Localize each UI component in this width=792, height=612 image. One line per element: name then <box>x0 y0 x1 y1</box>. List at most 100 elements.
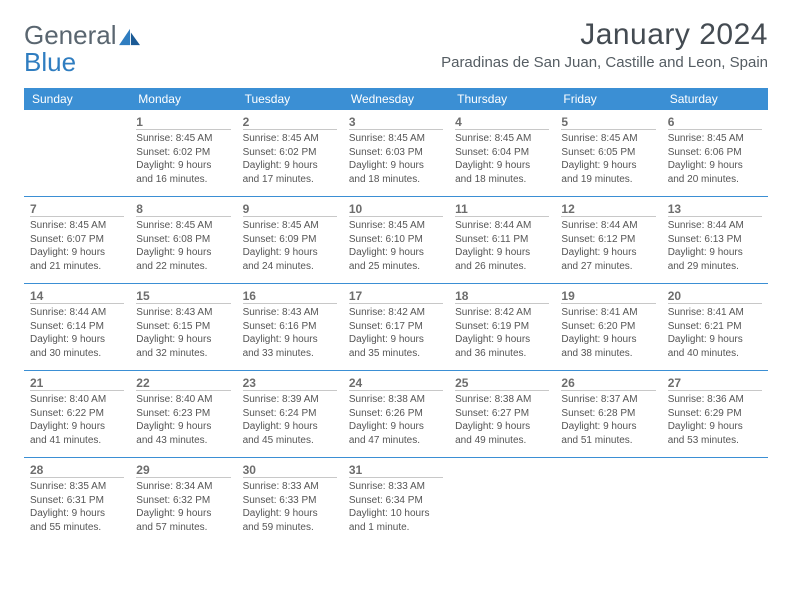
day-number: 29 <box>136 463 149 477</box>
day-line: Sunset: 6:33 PM <box>243 494 337 508</box>
day-line: and 18 minutes. <box>349 173 443 187</box>
day-line: Daylight: 9 hours <box>349 420 443 434</box>
day-body: Sunrise: 8:45 AMSunset: 6:09 PMDaylight:… <box>243 219 337 273</box>
day-line: Sunrise: 8:44 AM <box>455 219 549 233</box>
day-line: Sunset: 6:17 PM <box>349 320 443 334</box>
day-line: Sunset: 6:23 PM <box>136 407 230 421</box>
dow-cell: Thursday <box>449 88 555 110</box>
day-line: and 21 minutes. <box>30 260 124 274</box>
day-line: Sunset: 6:11 PM <box>455 233 549 247</box>
day-number-row: 2 <box>243 112 337 130</box>
day-cell: 23Sunrise: 8:39 AMSunset: 6:24 PMDayligh… <box>237 371 343 457</box>
day-body: Sunrise: 8:45 AMSunset: 6:06 PMDaylight:… <box>668 132 762 186</box>
day-line: and 19 minutes. <box>561 173 655 187</box>
day-line: Sunset: 6:02 PM <box>136 146 230 160</box>
day-cell: 30 Sunrise: 8:33 AMSunset: 6:33 PMDayligh… <box>237 458 343 544</box>
day-number: 16 <box>243 289 256 303</box>
day-cell: 10Sunrise: 8:45 AMSunset: 6:10 PMDayligh… <box>343 197 449 283</box>
day-number: 6 <box>668 115 675 129</box>
day-line: Sunrise: 8:45 AM <box>30 219 124 233</box>
day-number-row: 5 <box>561 112 655 130</box>
day-cell: 17 Sunrise: 8:42 AMSunset: 6:17 PMDayligh… <box>343 284 449 370</box>
day-cell: 3Sunrise: 8:45 AMSunset: 6:03 PMDaylight… <box>343 110 449 196</box>
day-line: Sunset: 6:28 PM <box>561 407 655 421</box>
day-number-row: 24 <box>349 373 443 391</box>
day-line: and 36 minutes. <box>455 347 549 361</box>
day-body: Sunrise: 8:33 AMSunset: 6:33 PMDaylight:… <box>243 480 337 534</box>
day-line: Sunrise: 8:45 AM <box>243 132 337 146</box>
day-number-row: 14 <box>30 286 124 304</box>
day-cell <box>449 458 555 544</box>
day-body: Sunrise: 8:38 AMSunset: 6:27 PMDaylight:… <box>455 393 549 447</box>
day-line: Daylight: 9 hours <box>243 159 337 173</box>
day-line: Daylight: 9 hours <box>561 159 655 173</box>
day-line: Sunset: 6:29 PM <box>668 407 762 421</box>
day-line: Sunrise: 8:40 AM <box>30 393 124 407</box>
day-line: Sunset: 6:26 PM <box>349 407 443 421</box>
day-cell: 2Sunrise: 8:45 AMSunset: 6:02 PMDaylight… <box>237 110 343 196</box>
day-cell: 27Sunrise: 8:36 AMSunset: 6:29 PMDayligh… <box>662 371 768 457</box>
day-body: Sunrise: 8:33 AMSunset: 6:34 PMDaylight:… <box>349 480 443 534</box>
day-line: Daylight: 9 hours <box>136 420 230 434</box>
day-number-row: 22 <box>136 373 230 391</box>
day-body: Sunrise: 8:40 AMSunset: 6:22 PMDaylight:… <box>30 393 124 447</box>
week-row: 28Sunrise: 8:35 AMSunset: 6:31 PMDayligh… <box>24 458 768 544</box>
day-line: and 32 minutes. <box>136 347 230 361</box>
day-body: Sunrise: 8:37 AMSunset: 6:28 PMDaylight:… <box>561 393 655 447</box>
day-line: Sunrise: 8:34 AM <box>136 480 230 494</box>
day-of-week-header: SundayMondayTuesdayWednesdayThursdayFrid… <box>24 88 768 110</box>
day-body: Sunrise: 8:45 AMSunset: 6:07 PMDaylight:… <box>30 219 124 273</box>
day-cell: 31 Sunrise: 8:33 AMSunset: 6:34 PMDayligh… <box>343 458 449 544</box>
day-line: Sunrise: 8:43 AM <box>243 306 337 320</box>
day-line: Sunrise: 8:45 AM <box>455 132 549 146</box>
day-body: Sunrise: 8:44 AMSunset: 6:12 PMDaylight:… <box>561 219 655 273</box>
day-line: Sunset: 6:14 PM <box>30 320 124 334</box>
day-line: and 59 minutes. <box>243 521 337 535</box>
day-cell: 16Sunrise: 8:43 AMSunset: 6:16 PMDayligh… <box>237 284 343 370</box>
day-line: Sunrise: 8:40 AM <box>136 393 230 407</box>
day-cell: 13Sunrise: 8:44 AMSunset: 6:13 PMDayligh… <box>662 197 768 283</box>
day-number-row: 8 <box>136 199 230 217</box>
day-cell: 7Sunrise: 8:45 AMSunset: 6:07 PMDaylight… <box>24 197 130 283</box>
day-number-row: 30 <box>243 460 337 478</box>
day-body: Sunrise: 8:42 AMSunset: 6:17 PMDaylight:… <box>349 306 443 360</box>
day-line: Sunrise: 8:38 AM <box>349 393 443 407</box>
day-body: Sunrise: 8:44 AMSunset: 6:13 PMDaylight:… <box>668 219 762 273</box>
day-line: Sunrise: 8:44 AM <box>30 306 124 320</box>
day-number: 31 <box>349 463 362 477</box>
dow-cell: Tuesday <box>237 88 343 110</box>
day-number-row: 17 <box>349 286 443 304</box>
day-number: 21 <box>30 376 43 390</box>
logo: GeneralBlue <box>24 18 142 78</box>
day-line: Sunrise: 8:42 AM <box>455 306 549 320</box>
day-line: Sunset: 6:24 PM <box>243 407 337 421</box>
day-cell: 24 Sunrise: 8:38 AMSunset: 6:26 PMDayligh… <box>343 371 449 457</box>
day-cell: 4Sunrise: 8:45 AMSunset: 6:04 PMDaylight… <box>449 110 555 196</box>
day-line: Daylight: 9 hours <box>349 246 443 260</box>
day-line: and 55 minutes. <box>30 521 124 535</box>
day-line: Daylight: 9 hours <box>243 333 337 347</box>
day-cell: 29Sunrise: 8:34 AMSunset: 6:32 PMDayligh… <box>130 458 236 544</box>
day-number: 14 <box>30 289 43 303</box>
day-line: Sunrise: 8:45 AM <box>243 219 337 233</box>
day-line: Sunset: 6:12 PM <box>561 233 655 247</box>
day-number-row: 28 <box>30 460 124 478</box>
day-number-row: 6 <box>668 112 762 130</box>
day-cell: 14Sunrise: 8:44 AMSunset: 6:14 PMDayligh… <box>24 284 130 370</box>
day-number-row: 4 <box>455 112 549 130</box>
day-line: Daylight: 9 hours <box>668 246 762 260</box>
week-row: 7Sunrise: 8:45 AMSunset: 6:07 PMDaylight… <box>24 197 768 284</box>
day-line: and 43 minutes. <box>136 434 230 448</box>
day-line: Sunrise: 8:45 AM <box>349 219 443 233</box>
week-row: 21 Sunrise: 8:40 AMSunset: 6:22 PMDayligh… <box>24 371 768 458</box>
day-line: and 51 minutes. <box>561 434 655 448</box>
day-number-row: 26 <box>561 373 655 391</box>
logo-word1: General <box>24 24 117 47</box>
day-line: Daylight: 9 hours <box>668 333 762 347</box>
dow-cell: Wednesday <box>343 88 449 110</box>
day-line: Daylight: 9 hours <box>349 159 443 173</box>
day-line: Sunset: 6:19 PM <box>455 320 549 334</box>
day-line: Sunset: 6:08 PM <box>136 233 230 247</box>
day-line: and 47 minutes. <box>349 434 443 448</box>
day-body: Sunrise: 8:45 AMSunset: 6:03 PMDaylight:… <box>349 132 443 186</box>
